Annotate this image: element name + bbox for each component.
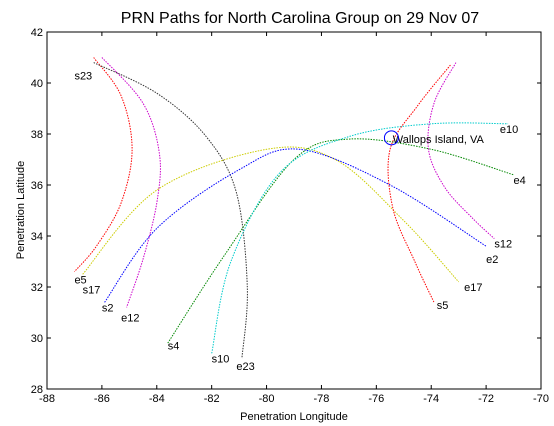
x-tick-label: -76 (368, 393, 384, 405)
series-path-1 (101, 57, 161, 308)
annotation-label: s4 (168, 341, 180, 353)
annotation-label: e10 (500, 124, 518, 136)
wallops-island-marker (383, 130, 399, 146)
y-tick-label: 38 (31, 129, 43, 141)
annotation-label: e2 (486, 254, 498, 266)
annotation-label: s10 (212, 353, 230, 365)
annotation-label: e17 (464, 282, 482, 294)
y-tick-label: 40 (31, 78, 43, 90)
annotation-label: e4 (514, 175, 526, 187)
annotation-label: s17 (83, 285, 101, 297)
y-axis-label: Penetration Latitude (15, 161, 27, 259)
x-tick-label: -74 (423, 393, 439, 405)
x-tick-label: -82 (204, 393, 220, 405)
annotation-label: e5 (74, 274, 86, 286)
chart-title: PRN Paths for North Carolina Group on 29… (121, 10, 480, 27)
annotation-label: s2 (102, 302, 114, 314)
series-path-7 (387, 64, 451, 303)
annotation-label: e23 (236, 361, 254, 373)
series-path-0 (74, 57, 133, 273)
annotation-label: s23 (74, 70, 92, 82)
series-path-5 (167, 138, 514, 344)
x-tick-label: -72 (478, 393, 494, 405)
annotation-label: s12 (494, 239, 512, 251)
y-tick-label: 34 (31, 231, 43, 243)
annotation-label: s5 (437, 300, 449, 312)
x-tick-label: -88 (39, 393, 55, 405)
y-tick-label: 28 (31, 384, 43, 396)
plot-area (46, 31, 542, 390)
series-path-4 (104, 148, 487, 303)
y-tick-label: 32 (31, 282, 43, 294)
series-path-6 (211, 122, 509, 354)
y-tick-label: 42 (31, 27, 43, 39)
y-tick-label: 30 (31, 333, 43, 345)
annotation-label: Wallops Island, VA (393, 134, 485, 146)
x-tick-label: -84 (149, 393, 165, 405)
axis-ticks: -88 -86 -84 -82 -80 -78 -76 -74 -72 -70 28 30 32 34 36… (31, 27, 549, 405)
x-tick-label: -70 (533, 393, 549, 405)
series-group (74, 57, 514, 359)
annotation-label: e12 (121, 313, 139, 325)
x-tick-label: -86 (94, 393, 110, 405)
series-path-2 (93, 62, 248, 359)
series-path-3 (82, 146, 460, 283)
y-tick-label: 36 (31, 180, 43, 192)
series-path-8 (427, 62, 495, 239)
x-axis-label: Penetration Longitude (240, 411, 348, 423)
x-tick-label: -78 (313, 393, 329, 405)
x-tick-label: -80 (259, 393, 275, 405)
